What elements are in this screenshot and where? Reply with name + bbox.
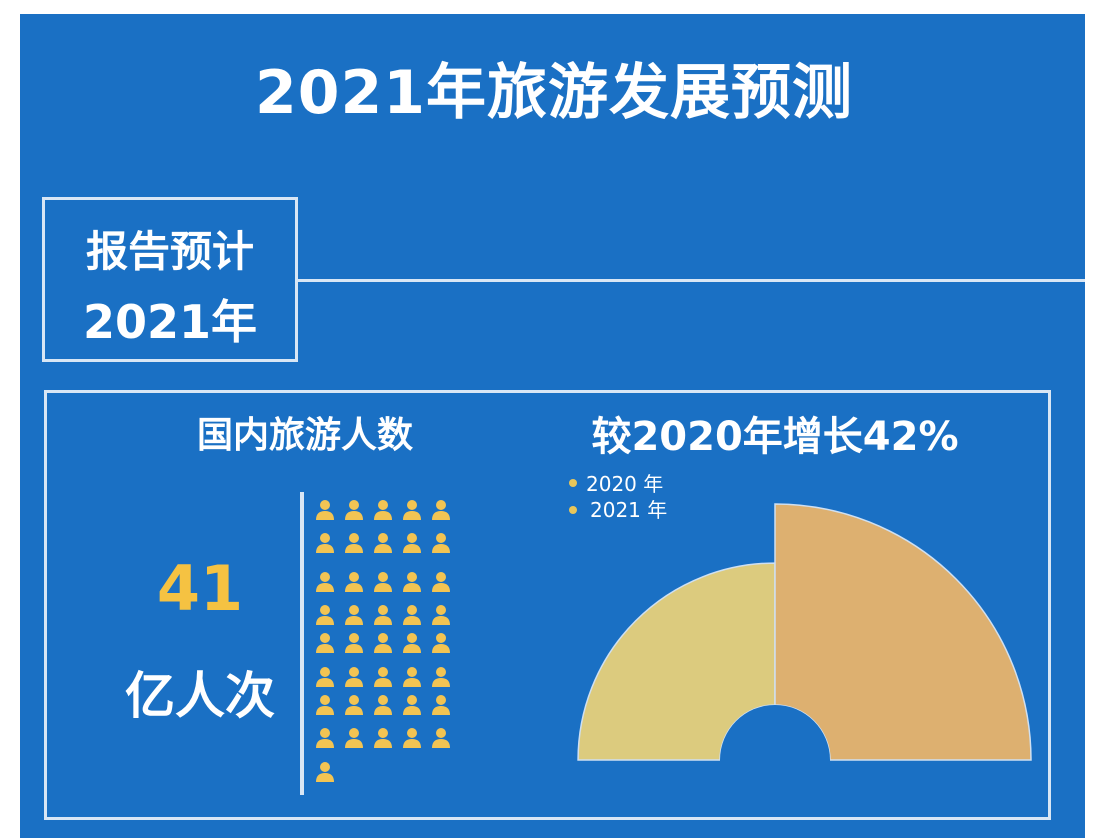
domestic-unit: 亿人次 [125,667,275,725]
page-title: 2021年旅游发展预测 [255,58,853,128]
domestic-label: 国内旅游人数 [196,415,413,456]
person-icon [432,572,450,592]
report-box [42,197,298,362]
report-line2: 2021年 [82,295,258,349]
person-icon [345,605,363,625]
person-icon [403,633,421,653]
person-icon [345,667,363,687]
person-icon [374,695,392,715]
person-icon [374,500,392,520]
person-icon [403,667,421,687]
person-icon [403,728,421,748]
person-icon [403,695,421,715]
person-icon [345,633,363,653]
person-icon [432,695,450,715]
person-icon [345,533,363,553]
person-icon [316,533,334,553]
person-icon [403,572,421,592]
growth-label: 较2020年增长42% [591,414,959,460]
legend-dot-2020 [569,479,577,487]
person-icon [345,572,363,592]
vertical-divider [300,492,304,795]
domestic-value: 41 [156,552,244,625]
legend-label-2021: 2021 年 [590,498,668,522]
person-icon [432,533,450,553]
person-icon [374,572,392,592]
person-icon [316,605,334,625]
report-line1: 报告预计 [85,227,254,276]
person-icon [374,633,392,653]
person-icon [316,572,334,592]
stats-box [44,390,1051,820]
person-icon [374,667,392,687]
person-icon [432,500,450,520]
person-icon [403,533,421,553]
person-icon [432,667,450,687]
person-icon [374,533,392,553]
person-icon [316,633,334,653]
legend-dot-2021 [569,506,577,514]
person-icon [345,695,363,715]
person-icon [374,728,392,748]
person-icon [403,605,421,625]
person-icon [316,667,334,687]
legend-label-2020: 2020 年 [586,472,664,496]
person-icon [403,500,421,520]
person-icon [432,633,450,653]
person-icon [374,605,392,625]
person-icon [345,728,363,748]
person-icon [432,728,450,748]
person-icon [316,500,334,520]
person-icon [316,695,334,715]
person-icon [432,605,450,625]
person-icon [316,728,334,748]
person-icon [316,762,334,782]
divider-line [298,279,1085,282]
chart-base-mask [718,761,832,816]
person-icon [345,500,363,520]
